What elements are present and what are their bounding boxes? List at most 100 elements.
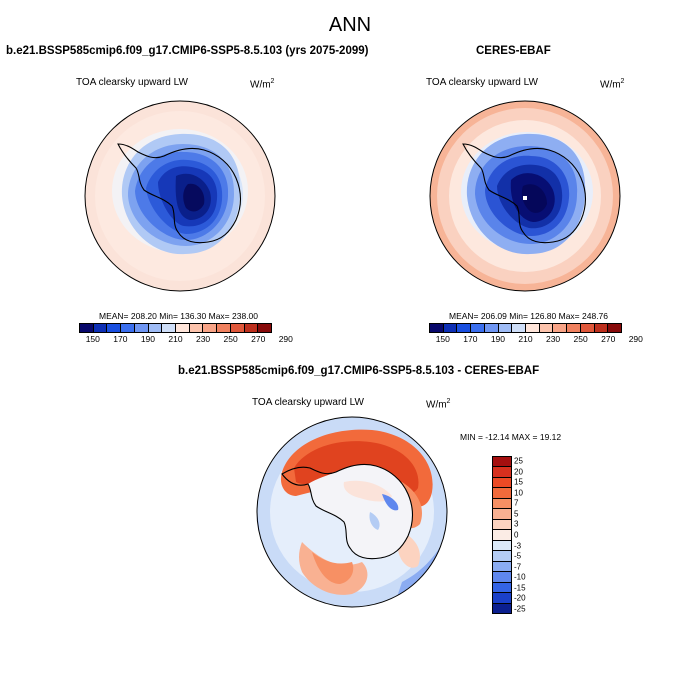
colorbar-tick-label: -20 xyxy=(514,593,526,603)
diff-colorbar xyxy=(492,456,512,614)
colorbar-swatch xyxy=(471,324,485,332)
colorbar-swatch xyxy=(493,561,511,573)
colorbar-swatch xyxy=(203,324,218,332)
colorbar-swatch xyxy=(567,324,581,332)
colorbar-swatch xyxy=(148,324,163,332)
colorbar-swatch xyxy=(134,324,149,332)
colorbar-swatch xyxy=(493,530,511,541)
obs-colorbar xyxy=(429,323,622,333)
colorbar-tick-label: 7 xyxy=(514,498,519,508)
colorbar-swatch xyxy=(493,498,511,510)
colorbar-tick-label: -25 xyxy=(514,604,526,614)
colorbar-tick-label: -15 xyxy=(514,583,526,593)
colorbar-tick-label: 5 xyxy=(514,509,519,519)
colorbar-swatch xyxy=(189,324,204,332)
obs-polar-map xyxy=(429,100,621,292)
colorbar-tick-label: 0 xyxy=(514,530,519,540)
colorbar-swatch xyxy=(258,324,272,332)
model-run-title: b.e21.BSSP585cmip6.f09_g17.CMIP6-SSP5-8.… xyxy=(6,45,369,57)
model-polar-map xyxy=(84,100,276,292)
diff-run-title: b.e21.BSSP585cmip6.f09_g17.CMIP6-SSP5-8.… xyxy=(178,365,540,377)
colorbar-tick-label: 20 xyxy=(514,467,523,477)
colorbar-swatch xyxy=(93,324,108,332)
colorbar-swatch xyxy=(594,324,609,332)
colorbar-tick-label: 210 xyxy=(168,334,183,344)
model-coastline xyxy=(117,143,242,244)
colorbar-tick-label: 150 xyxy=(435,334,450,344)
colorbar-swatch xyxy=(493,603,511,614)
diff-colorbar-ticks: 25 20 15 10 7 5 3 0 -3 -5 -7 -10 -15 -20 -25 xyxy=(514,456,554,614)
colorbar-swatch xyxy=(493,488,511,499)
diff-variable-label: TOA clearsky upward LW xyxy=(252,397,364,408)
colorbar-swatch xyxy=(553,324,568,332)
colorbar-swatch xyxy=(230,324,245,332)
colorbar-swatch xyxy=(493,509,511,520)
colorbar-swatch xyxy=(512,324,527,332)
colorbar-tick-label: 270 xyxy=(251,334,266,344)
colorbar-tick-label: 210 xyxy=(518,334,533,344)
colorbar-tick-label: 3 xyxy=(514,519,519,529)
colorbar-swatch xyxy=(443,324,458,332)
colorbar-swatch xyxy=(80,324,94,332)
diff-units: W/m2 xyxy=(426,398,451,411)
figure-title: ANN xyxy=(328,14,372,36)
colorbar-tick-label: 150 xyxy=(85,334,100,344)
colorbar-swatch xyxy=(430,324,444,332)
obs-units: W/m2 xyxy=(600,78,625,91)
colorbar-tick-label: 290 xyxy=(628,334,643,344)
colorbar-swatch xyxy=(539,324,554,332)
colorbar-swatch xyxy=(493,477,511,489)
model-variable-label: TOA clearsky upward LW xyxy=(76,77,188,88)
colorbar-tick-label: 15 xyxy=(514,477,523,487)
colorbar-swatch xyxy=(493,457,511,468)
model-colorbar-ticks: 150 170 190 210 230 250 270 290 xyxy=(79,334,293,346)
colorbar-swatch xyxy=(493,551,511,562)
colorbar-tick-label: 270 xyxy=(601,334,616,344)
obs-colorbar-ticks: 150 170 190 210 230 250 270 290 xyxy=(429,334,643,346)
model-units: W/m2 xyxy=(250,78,275,91)
colorbar-swatch xyxy=(580,324,595,332)
colorbar-tick-label: 170 xyxy=(113,334,128,344)
colorbar-swatch xyxy=(162,324,177,332)
obs-variable-label: TOA clearsky upward LW xyxy=(426,77,538,88)
obs-missing-cell xyxy=(523,196,527,200)
colorbar-tick-label: -7 xyxy=(514,562,522,572)
colorbar-swatch xyxy=(107,324,122,332)
colorbar-tick-label: 10 xyxy=(514,488,523,498)
colorbar-swatch xyxy=(498,324,513,332)
colorbar-tick-label: 230 xyxy=(195,334,211,344)
colorbar-tick-label: 230 xyxy=(545,334,561,344)
colorbar-swatch xyxy=(526,324,540,332)
colorbar-tick-label: 170 xyxy=(463,334,478,344)
colorbar-tick-label: 190 xyxy=(490,334,506,344)
colorbar-tick-label: -10 xyxy=(514,572,526,582)
colorbar-tick-label: -3 xyxy=(514,541,522,551)
colorbar-swatch xyxy=(493,593,511,604)
colorbar-swatch xyxy=(608,324,622,332)
obs-stats: MEAN= 206.09 Min= 126.80 Max= 248.76 xyxy=(449,311,609,321)
colorbar-tick-label: 25 xyxy=(514,456,523,466)
diff-coastline xyxy=(281,463,414,560)
colorbar-swatch xyxy=(457,324,472,332)
colorbar-swatch xyxy=(493,582,511,594)
colorbar-swatch xyxy=(121,324,135,332)
diff-stats: MIN = -12.14 MAX = 19.12 xyxy=(460,432,562,442)
colorbar-tick-label: 190 xyxy=(140,334,156,344)
colorbar-tick-label: 290 xyxy=(278,334,293,344)
colorbar-tick-label: 250 xyxy=(573,334,588,344)
colorbar-swatch xyxy=(484,324,499,332)
colorbar-tick-label: -5 xyxy=(514,551,522,561)
colorbar-swatch xyxy=(176,324,190,332)
obs-coastline xyxy=(462,143,587,244)
colorbar-tick-label: 250 xyxy=(223,334,238,344)
colorbar-swatch xyxy=(493,467,511,478)
colorbar-swatch xyxy=(217,324,231,332)
colorbar-swatch xyxy=(493,572,511,583)
colorbar-swatch xyxy=(493,519,511,531)
model-colorbar xyxy=(79,323,272,333)
diff-polar-map xyxy=(256,416,448,608)
obs-run-title: CERES-EBAF xyxy=(476,45,551,57)
model-stats: MEAN= 208.20 Min= 136.30 Max= 238.00 xyxy=(99,311,259,321)
colorbar-swatch xyxy=(493,540,511,552)
colorbar-swatch xyxy=(244,324,259,332)
